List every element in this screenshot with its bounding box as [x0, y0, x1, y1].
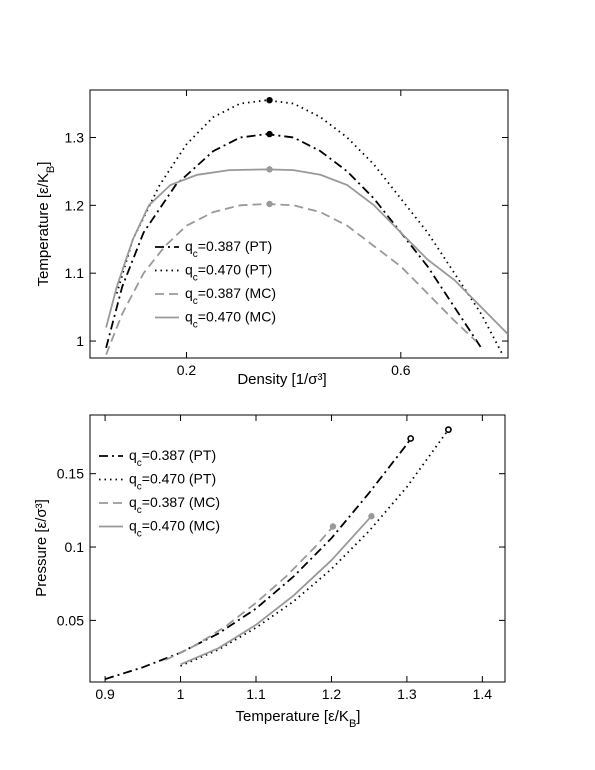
bottom-critical-point — [368, 513, 375, 520]
bottom-legend-label: qc=0.387 (MC) — [129, 494, 220, 516]
top-y-tick-label: 1.1 — [65, 265, 85, 281]
bottom-x-tick-label: 1.3 — [397, 686, 417, 702]
top-y-tick-label: 1 — [76, 333, 84, 349]
top-legend-label: qc=0.387 (PT) — [185, 238, 272, 260]
bottom-x-tick-label: 1 — [177, 686, 185, 702]
top-y-tick-label: 1.3 — [65, 129, 85, 145]
bottom-chart: 0.9 1 1.1 1.2 1.3 1.4 0.05 0.1 0.15 Temperature … — [33, 414, 506, 730]
top-legend-label: qc=0.387 (MC) — [185, 285, 276, 307]
top-series — [105, 99, 508, 356]
bottom-legend-label: qc=0.470 (PT) — [129, 471, 216, 493]
top-critical-point — [266, 200, 273, 208]
top-y-tick-label: 1.2 — [65, 197, 85, 213]
top-legend: qc=0.387 (PT)qc=0.470 (PT)qc=0.387 (MC)q… — [155, 238, 276, 330]
top-plot-frame — [89, 89, 509, 359]
bottom-axes-ticks: 0.9 1 1.1 1.2 1.3 1.4 0.05 0.1 0.15 — [57, 415, 505, 702]
top-series-line — [105, 168, 508, 335]
bottom-critical-point — [329, 523, 337, 530]
bottom-x-tick-label: 0.9 — [95, 686, 115, 702]
bottom-x-tick-label: 1.4 — [473, 686, 493, 702]
top-critical-point — [266, 96, 273, 104]
bottom-critical-points — [329, 426, 452, 530]
bottom-x-tick-label: 1.1 — [246, 686, 266, 702]
top-legend-label: qc=0.470 (PT) — [185, 262, 272, 284]
bottom-plot-frame — [89, 414, 506, 683]
top-critical-point — [266, 130, 273, 138]
bottom-legend-label: qc=0.387 (PT) — [129, 447, 216, 469]
bottom-y-axis-label: Pressure [ε/σ³] — [33, 499, 50, 597]
bottom-legend: qc=0.387 (PT)qc=0.470 (PT)qc=0.387 (MC)q… — [99, 447, 220, 539]
top-series-line — [105, 133, 482, 349]
bottom-critical-point — [407, 435, 415, 442]
bottom-y-tick-label: 0.05 — [57, 612, 84, 628]
bottom-y-tick-label: 0.15 — [57, 466, 84, 482]
bottom-y-tick-label: 0.1 — [65, 539, 85, 555]
bottom-x-axis-label: Temperature [ε/KB] — [236, 708, 361, 730]
bottom-series — [104, 429, 450, 680]
top-x-axis-label: Density [1/σ³] — [237, 371, 326, 388]
bottom-series-line — [165, 525, 334, 661]
top-critical-points — [266, 96, 273, 208]
top-axes-ticks: 0.2 0.6 1 1.1 1.2 1.3 — [65, 90, 508, 378]
bottom-series-line — [180, 515, 373, 666]
bottom-legend-label: qc=0.470 (MC) — [129, 518, 220, 540]
top-legend-label: qc=0.470 (MC) — [185, 309, 276, 331]
top-y-axis-label: Temperature [ε/KB] — [35, 162, 57, 287]
bottom-series-line — [104, 438, 412, 680]
bottom-x-tick-label: 1.2 — [322, 686, 342, 702]
top-series-line — [105, 203, 477, 355]
bottom-critical-point — [445, 426, 452, 434]
top-x-tick-label: 0.2 — [177, 362, 197, 378]
top-chart: 0.2 0.6 1 1.1 1.2 1.3 Density [1/σ³] Temperat… — [35, 89, 509, 388]
top-critical-point — [266, 166, 273, 173]
top-x-tick-label: 0.6 — [391, 362, 411, 378]
top-series-line — [115, 99, 504, 356]
